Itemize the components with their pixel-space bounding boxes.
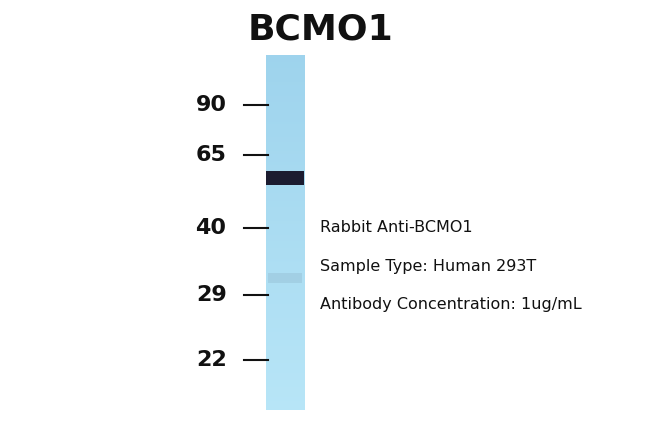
Text: 22: 22 — [196, 350, 227, 370]
Text: 40: 40 — [196, 218, 227, 238]
Text: BCMO1: BCMO1 — [247, 13, 393, 47]
Text: 65: 65 — [196, 145, 227, 165]
Text: Antibody Concentration: 1ug/mL: Antibody Concentration: 1ug/mL — [320, 297, 582, 311]
Bar — [268, 273, 302, 283]
Text: 90: 90 — [196, 95, 227, 115]
Text: Sample Type: Human 293T: Sample Type: Human 293T — [320, 259, 536, 274]
Text: Rabbit Anti-BCMO1: Rabbit Anti-BCMO1 — [320, 220, 473, 236]
Text: 29: 29 — [196, 285, 227, 305]
Bar — [266, 171, 304, 185]
